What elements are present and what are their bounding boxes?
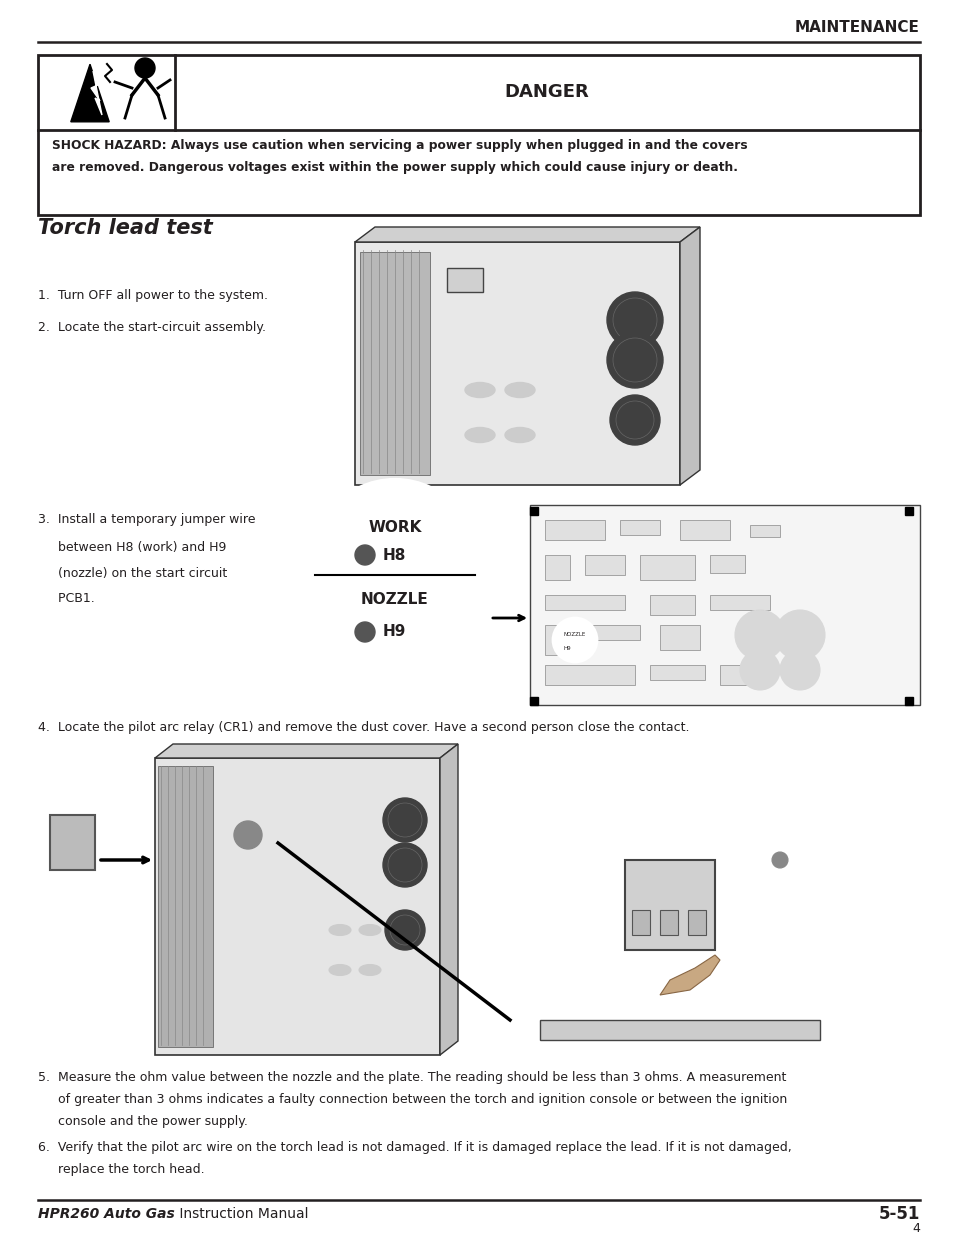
Bar (544, 595, 624, 610)
Circle shape (382, 798, 427, 842)
Bar (530, 697, 537, 705)
Text: Torch lead test: Torch lead test (38, 219, 213, 238)
Text: PCB1.: PCB1. (38, 592, 94, 604)
Text: 2.  Locate the start-circuit assembly.: 2. Locate the start-circuit assembly. (38, 321, 266, 335)
Ellipse shape (504, 383, 535, 398)
Text: 6.  Verify that the pilot arc wire on the torch lead is not damaged. If it is da: 6. Verify that the pilot arc wire on the… (38, 1141, 791, 1155)
Text: H9: H9 (382, 625, 406, 640)
Circle shape (780, 650, 820, 690)
Text: NOZZLE: NOZZLE (563, 631, 585, 636)
Text: MAINTENANCE: MAINTENANCE (794, 21, 919, 36)
Ellipse shape (329, 965, 351, 976)
Circle shape (771, 852, 787, 868)
Circle shape (233, 821, 262, 848)
Bar (639, 555, 695, 580)
Bar (359, 252, 430, 475)
Text: console and the power supply.: console and the power supply. (38, 1115, 248, 1129)
Text: between H8 (work) and H9: between H8 (work) and H9 (38, 541, 226, 555)
Text: (nozzle) on the start circuit: (nozzle) on the start circuit (38, 567, 227, 579)
Bar (904, 508, 912, 515)
Circle shape (774, 610, 824, 659)
Polygon shape (659, 955, 720, 995)
Bar (544, 520, 604, 540)
Bar (679, 520, 729, 540)
Text: 1.  Turn OFF all power to the system.: 1. Turn OFF all power to the system. (38, 289, 268, 301)
Text: H9: H9 (562, 646, 570, 651)
Bar (709, 595, 769, 610)
Bar (158, 766, 213, 1047)
Ellipse shape (329, 925, 351, 935)
Circle shape (553, 618, 597, 662)
Text: of greater than 3 ohms indicates a faulty connection between the torch and ignit: of greater than 3 ohms indicates a fault… (38, 1093, 786, 1107)
Text: HPR260 Auto Gas: HPR260 Auto Gas (38, 1207, 174, 1221)
Text: NOZZLE: NOZZLE (361, 593, 429, 608)
Bar (659, 910, 678, 935)
Text: 3.  Install a temporary jumper wire: 3. Install a temporary jumper wire (38, 514, 255, 526)
Bar (720, 664, 769, 685)
Circle shape (135, 58, 154, 78)
Bar (544, 664, 635, 685)
Bar (631, 910, 649, 935)
Circle shape (740, 650, 780, 690)
Circle shape (609, 395, 659, 445)
Circle shape (510, 730, 849, 1070)
Bar (38, 56, 919, 215)
Bar (530, 508, 537, 515)
Polygon shape (439, 743, 457, 1055)
Circle shape (606, 291, 662, 348)
Circle shape (734, 610, 784, 659)
Ellipse shape (504, 427, 535, 442)
Text: replace the torch head.: replace the torch head. (38, 1163, 204, 1177)
Circle shape (355, 622, 375, 642)
Polygon shape (154, 743, 457, 758)
Polygon shape (355, 227, 700, 242)
Bar (749, 525, 780, 537)
Bar (619, 520, 659, 535)
Bar (649, 595, 695, 615)
Text: 5-51: 5-51 (878, 1205, 919, 1223)
Circle shape (385, 910, 424, 950)
Bar (539, 1020, 820, 1040)
Bar (447, 268, 482, 291)
Bar (659, 625, 700, 650)
Ellipse shape (299, 480, 490, 700)
Polygon shape (679, 227, 700, 485)
Text: H8: H8 (382, 547, 406, 562)
Bar (584, 555, 624, 576)
Text: 5.  Measure the ohm value between the nozzle and the plate. The reading should b: 5. Measure the ohm value between the noz… (38, 1072, 785, 1084)
Circle shape (382, 844, 427, 887)
Text: DANGER: DANGER (504, 83, 589, 101)
Bar (589, 625, 639, 640)
Text: Instruction Manual: Instruction Manual (174, 1207, 308, 1221)
Polygon shape (71, 64, 109, 122)
Bar (649, 664, 704, 680)
Text: SHOCK HAZARD: Always use caution when servicing a power supply when plugged in a: SHOCK HAZARD: Always use caution when se… (52, 138, 747, 152)
Circle shape (606, 332, 662, 388)
Bar (355, 242, 679, 485)
Ellipse shape (358, 925, 380, 935)
Bar (544, 625, 575, 655)
Bar (687, 910, 705, 935)
Text: are removed. Dangerous voltages exist within the power supply which could cause : are removed. Dangerous voltages exist wi… (52, 162, 738, 174)
Ellipse shape (464, 383, 495, 398)
Ellipse shape (358, 965, 380, 976)
Circle shape (355, 545, 375, 564)
Bar (624, 860, 714, 950)
Bar (50, 815, 95, 869)
Text: 4: 4 (911, 1221, 919, 1235)
Ellipse shape (464, 427, 495, 442)
Bar (530, 505, 919, 705)
Bar (154, 758, 439, 1055)
Bar (544, 555, 569, 580)
Bar (904, 697, 912, 705)
Bar (709, 555, 744, 573)
Text: WORK: WORK (368, 520, 421, 535)
Text: 4.  Locate the pilot arc relay (CR1) and remove the dust cover. Have a second pe: 4. Locate the pilot arc relay (CR1) and … (38, 721, 689, 735)
Polygon shape (91, 70, 102, 115)
